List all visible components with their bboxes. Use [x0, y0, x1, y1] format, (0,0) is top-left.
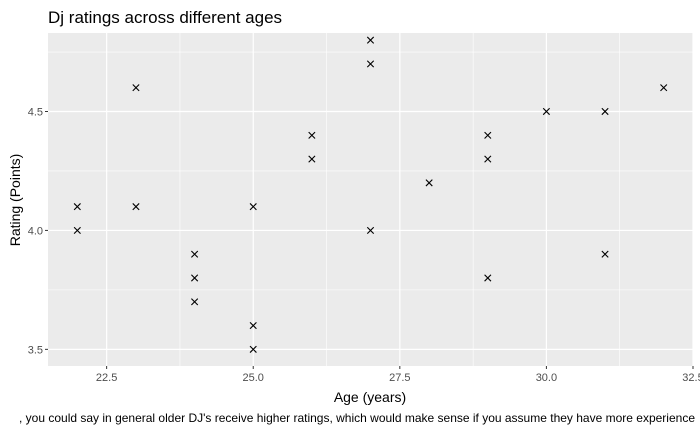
y-axis-ticks: 3.5 4.0 4.5: [28, 106, 48, 356]
data-point: [308, 131, 316, 139]
data-point: [542, 107, 550, 116]
y-tick-label: 4.0: [28, 225, 43, 237]
data-point: [132, 84, 140, 92]
x-axis-ticks: 22.5 25.0 27.5 30.0 32.5: [96, 366, 700, 384]
x-axis-title: Age (years): [334, 389, 406, 405]
data-points: [73, 36, 668, 353]
data-point: [191, 298, 199, 306]
x-tick-label: 27.5: [389, 372, 410, 384]
minor-gridlines: [48, 33, 693, 366]
chart-title: Dj ratings across different ages: [48, 8, 282, 27]
data-point: [484, 274, 492, 282]
x-tick-label: 22.5: [96, 372, 117, 384]
data-point: [191, 274, 199, 282]
data-point: [308, 155, 316, 163]
chart-caption: , you could say in general older DJ's re…: [19, 411, 695, 425]
x-tick-label: 25.0: [243, 372, 264, 384]
y-tick-label: 3.5: [28, 344, 43, 356]
data-point: [73, 203, 81, 211]
data-point: [249, 345, 257, 353]
data-point: [73, 226, 81, 235]
data-point: [366, 36, 375, 44]
y-axis-title: Rating (Points): [7, 154, 23, 247]
data-point: [601, 107, 609, 116]
x-tick-label: 30.0: [536, 372, 557, 384]
data-point: [425, 179, 433, 187]
y-tick-label: 4.5: [28, 106, 43, 118]
data-point: [249, 321, 257, 330]
data-point: [132, 203, 140, 211]
data-point: [601, 250, 609, 258]
data-point: [660, 84, 668, 92]
data-point: [484, 155, 492, 163]
data-point: [191, 250, 199, 258]
plot-panel: [48, 33, 693, 366]
data-point: [366, 226, 375, 235]
data-point: [366, 60, 375, 68]
data-point: [484, 131, 492, 139]
data-point: [249, 203, 257, 211]
x-tick-label: 32.5: [682, 372, 700, 384]
